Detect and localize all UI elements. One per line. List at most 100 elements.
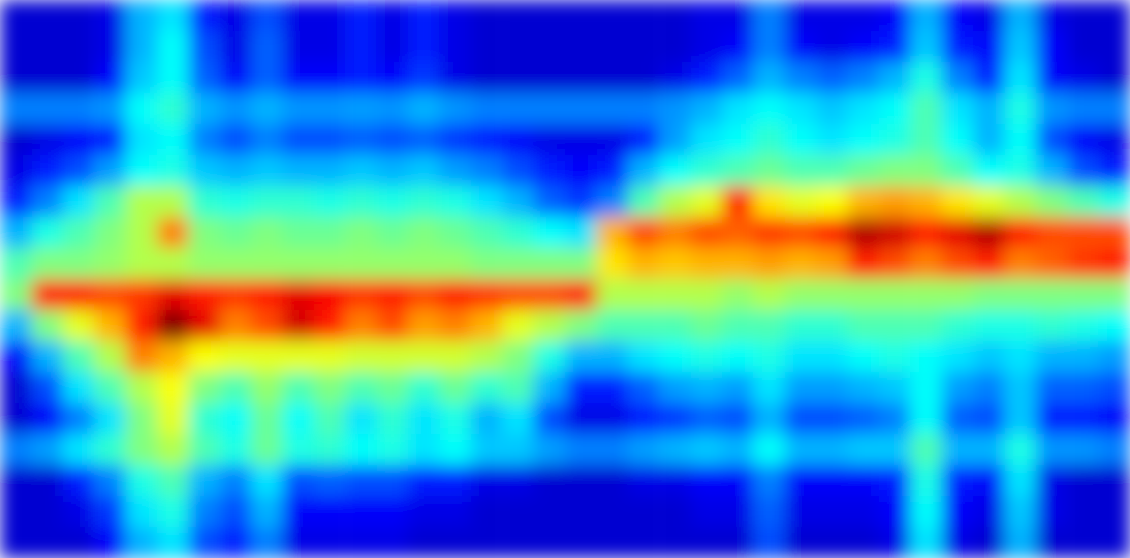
heat-cell [502,186,534,218]
heat-cell [0,31,32,63]
heat-cell [439,0,471,32]
heat-cell [879,0,911,32]
heat-cell [1099,403,1130,435]
heat-cell [816,434,848,466]
heat-cell [1036,31,1068,63]
heat-cell [377,62,409,94]
heat-cell [628,248,660,280]
heat-cell [1067,62,1099,94]
heat-cell [722,0,754,32]
heat-cell [63,434,95,466]
heat-cell [848,372,880,404]
heat-cell [910,93,942,125]
heat-cell [785,186,817,218]
heat-cell [1036,217,1068,249]
heat-cell [879,186,911,218]
heat-cell [1067,403,1099,435]
heat-cell [345,496,377,528]
heat-cell [534,496,566,528]
heat-cell [753,124,785,156]
heat-cell [439,186,471,218]
heat-cell [1004,341,1036,373]
heat-cell [188,496,220,528]
heat-cell [157,93,189,125]
heat-cell [691,0,723,32]
heat-cell [345,31,377,63]
heat-cell [1067,279,1099,311]
heat-cell [628,155,660,187]
heat-cell [0,124,32,156]
heat-cell [283,217,315,249]
heat-cell [1036,279,1068,311]
heat-cell [942,248,974,280]
heat-cell [691,186,723,218]
heat-cell [314,372,346,404]
heat-cell [157,496,189,528]
heat-cell [502,310,534,342]
heat-cell [879,465,911,497]
heat-cell [63,496,95,528]
heat-cell [188,62,220,94]
heat-cell [659,62,691,94]
heat-cell [1099,62,1130,94]
heat-cell [879,31,911,63]
heat-cell [220,155,252,187]
heat-cell [126,279,158,311]
heat-cell [188,527,220,558]
heat-cell [220,341,252,373]
heat-cell [722,372,754,404]
heat-cell [63,31,95,63]
heat-cell [596,496,628,528]
heat-cell [314,496,346,528]
heat-cell [816,31,848,63]
heat-cell [628,31,660,63]
heat-cell [848,527,880,558]
heat-cell [879,310,911,342]
heat-cell [439,93,471,125]
heat-cell [1067,217,1099,249]
heat-cell [0,372,32,404]
heat-cell [157,31,189,63]
heat-cell [565,341,597,373]
heat-cell [471,341,503,373]
heat-cell [942,496,974,528]
heat-cell [722,527,754,558]
heat-cell [973,403,1005,435]
heat-cell [126,372,158,404]
heat-cell [942,341,974,373]
heat-cell [1099,186,1130,218]
heat-cell [1004,279,1036,311]
heat-cell [565,310,597,342]
heat-cell [942,186,974,218]
heat-cell [628,465,660,497]
heat-cell [534,124,566,156]
heat-cell [408,186,440,218]
heat-cell [1067,372,1099,404]
heat-cell [691,341,723,373]
heat-cell [816,372,848,404]
heat-cell [94,62,126,94]
heat-cell [879,217,911,249]
heat-cell [126,496,158,528]
heat-cell [408,0,440,32]
heat-cell [377,310,409,342]
heat-cell [439,248,471,280]
heat-cell [188,186,220,218]
heat-cell [502,248,534,280]
heat-cell [785,217,817,249]
heat-cell [973,248,1005,280]
heat-cell [0,186,32,218]
heat-cell [534,0,566,32]
heat-cell [251,434,283,466]
heat-cell [1067,248,1099,280]
heat-cell [502,93,534,125]
heat-cell [94,217,126,249]
heat-cell [126,527,158,558]
heat-cell [220,248,252,280]
heat-cell [502,0,534,32]
heat-cell [471,279,503,311]
heat-cell [377,217,409,249]
heat-cell [785,310,817,342]
heat-cell [251,93,283,125]
heat-cell [408,155,440,187]
